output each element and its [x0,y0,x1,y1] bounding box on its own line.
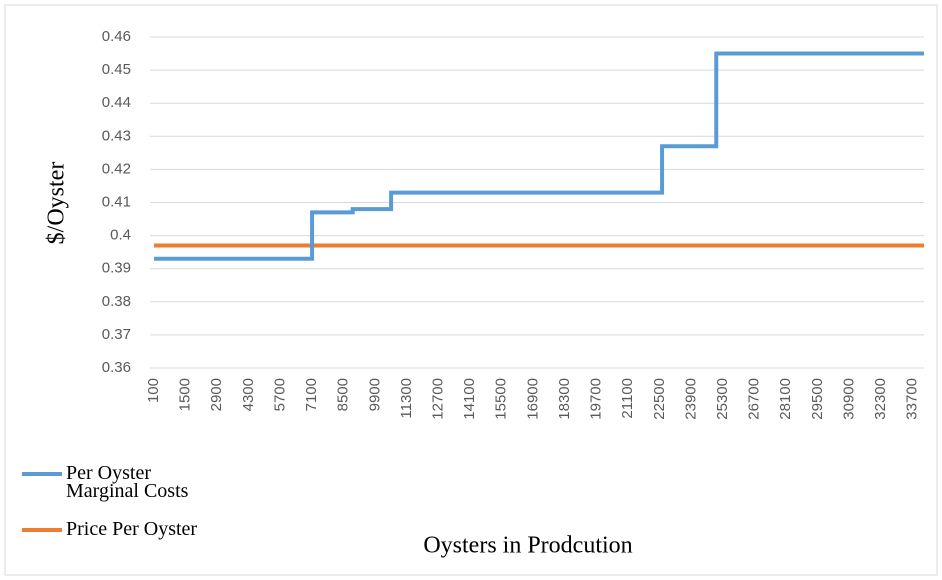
series-line [154,51,924,261]
x-tick-label: 29500 [809,378,826,420]
y-tick-label: 0.38 [102,293,131,310]
x-tick-label: 5700 [271,378,288,411]
y-axis-title: $/Oyster [44,162,70,245]
x-tick-label: 19700 [588,378,605,420]
legend-label: Price Per Oyster [66,518,198,540]
x-tick-label: 11300 [398,378,415,419]
x-tick-label: 2900 [208,378,225,411]
x-tick-label: 15500 [493,378,510,420]
x-tick-label: 26700 [746,378,763,420]
y-tick-label: 0.39 [102,260,131,277]
y-tick-label: 0.4 [110,227,131,244]
y-tick-label: 0.46 [102,28,131,45]
y-tick-label: 0.43 [102,127,131,144]
legend-swatch [22,472,62,476]
x-tick-label: 8500 [335,378,352,411]
legend-entry: Price Per Oyster [22,518,206,540]
y-tick-label: 0.45 [102,61,131,78]
y-tick-label: 0.36 [102,359,131,376]
x-tick-label: 22500 [651,378,668,420]
x-tick-label: 25300 [714,378,731,420]
x-tick-label: 32300 [872,378,889,420]
x-tick-label: 33700 [904,378,921,420]
y-tick-label: 0.37 [102,326,131,343]
x-tick-label: 18300 [556,378,573,420]
x-tick-label: 100 [145,378,162,403]
legend-swatch [22,528,62,532]
x-tick-label: 23900 [682,378,699,420]
x-tick-label: 7100 [303,378,320,411]
x-tick-label: 30900 [840,378,857,420]
x-tick-label: 21100 [619,378,636,419]
x-tick-label: 28100 [777,378,794,420]
x-axis-title: Oysters in Prodcution [423,533,632,559]
chart-border [4,4,938,576]
y-tick-label: 0.44 [102,94,131,111]
x-tick-label: 1500 [177,378,194,411]
legend-entry: Per Oyster Marginal Costs [22,462,206,502]
legend-label: Per Oyster Marginal Costs [66,462,189,502]
x-tick-label: 4300 [240,378,257,411]
x-tick-label: 9900 [366,378,383,411]
x-tick-label: 12700 [429,378,446,420]
x-tick-label: 16900 [524,378,541,420]
x-tick-label: 14100 [461,378,478,420]
y-tick-label: 0.42 [102,160,131,177]
y-tick-label: 0.41 [102,193,131,210]
